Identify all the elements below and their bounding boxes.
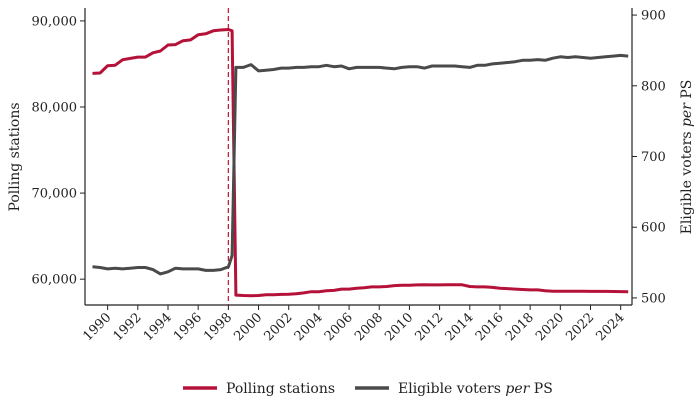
legend-label-voters-per-ps: Eligible voters per PS — [398, 381, 553, 397]
left-y-tick-label: 80,000 — [32, 101, 78, 116]
x-tick-label: 1998 — [201, 310, 235, 344]
x-tick-label: 2002 — [262, 310, 296, 344]
left-y-tick-label: 90,000 — [32, 14, 78, 29]
x-tick-label: 1996 — [171, 310, 205, 344]
x-tick-label: 2014 — [443, 310, 477, 344]
x-axis-ticks: 1990199219941996199820002002200420062008… — [80, 305, 628, 344]
series-layer — [92, 28, 629, 298]
plot-frame — [84, 8, 633, 306]
left-y-axis-ticks: 60,000 70,000 80,000 90,000 — [32, 14, 85, 288]
right-y-axis-title-part: PS — [679, 80, 695, 103]
right-y-tick-label: 500 — [641, 291, 666, 306]
x-tick-label: 2016 — [473, 310, 507, 344]
right-y-axis-ticks: 500 600 700 800 900 — [632, 9, 666, 306]
x-tick-label: 1994 — [141, 310, 175, 344]
right-y-tick-label: 900 — [641, 9, 666, 24]
x-tick-label: 2018 — [503, 310, 537, 344]
series-line-polling-stations — [92, 28, 629, 298]
legend-label-part: Eligible voters — [398, 381, 505, 397]
x-tick-label: 2004 — [292, 310, 326, 344]
x-tick-label: 2024 — [594, 310, 628, 344]
legend: Polling stations Eligible voters per PS — [183, 381, 553, 397]
x-tick-label: 2012 — [412, 310, 446, 344]
left-y-tick-label: 60,000 — [32, 273, 78, 288]
right-y-tick-label: 800 — [641, 79, 666, 94]
x-tick-label: 2010 — [382, 310, 416, 344]
x-tick-label: 1992 — [111, 310, 145, 344]
right-y-tick-label: 700 — [641, 150, 666, 165]
x-tick-label: 1990 — [80, 310, 114, 344]
right-y-axis-title-part: per — [679, 102, 695, 127]
x-tick-label: 2008 — [352, 310, 386, 344]
right-y-axis-title-part: Eligible voters — [679, 127, 695, 234]
x-tick-label: 2020 — [533, 310, 567, 344]
legend-label-part: PS — [529, 381, 552, 397]
left-y-axis-title: Polling stations — [7, 102, 23, 211]
legend-label-part: per — [505, 381, 530, 397]
right-y-tick-label: 600 — [641, 221, 666, 236]
x-tick-label: 2022 — [563, 310, 597, 344]
left-y-tick-label: 70,000 — [32, 187, 78, 202]
legend-label-polling-stations: Polling stations — [226, 381, 335, 397]
x-tick-label: 2000 — [231, 310, 265, 344]
right-y-axis-title: Eligible voters per PS — [679, 80, 695, 235]
x-tick-label: 2006 — [322, 310, 356, 344]
series-line-voters-per-ps — [92, 53, 629, 276]
